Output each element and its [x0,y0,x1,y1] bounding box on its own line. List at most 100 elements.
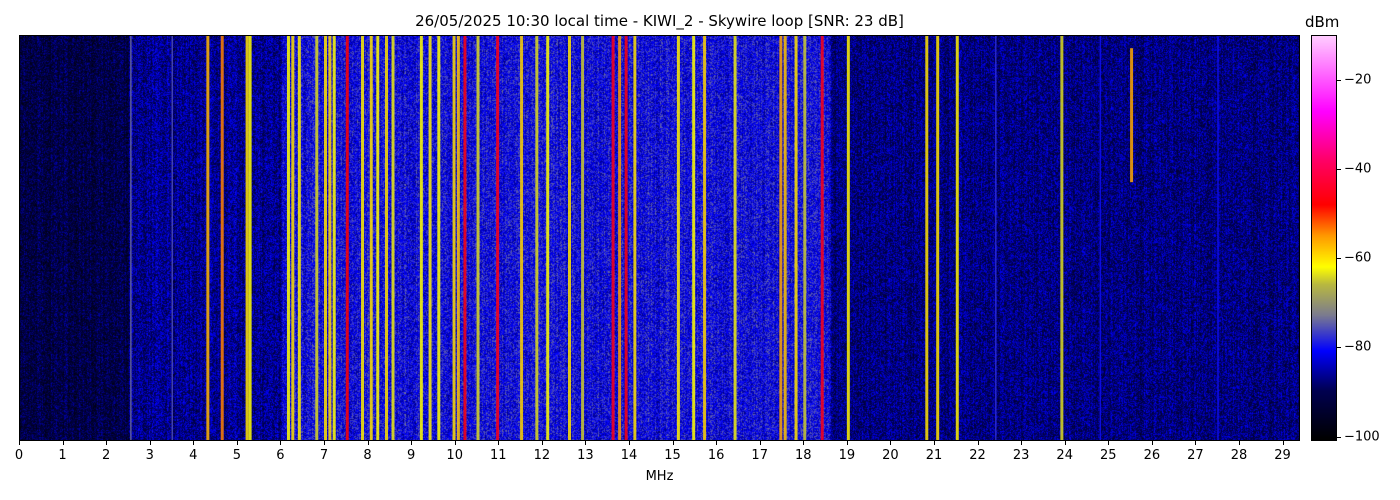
signal-trace-17 [385,36,388,440]
x-tick-label: 14 [620,448,638,463]
x-tick [977,441,979,445]
signal-trace-27 [520,36,524,440]
signal-trace-22 [452,36,456,440]
x-tick-label: 0 [14,448,24,463]
signal-trace-43 [803,36,807,440]
x-tick [236,441,238,445]
signal-trace-44 [820,36,824,440]
signal-trace-1 [171,36,173,440]
x-tick [672,441,674,445]
x-tick-label: 6 [276,448,285,463]
colorbar-tick [1337,168,1341,170]
signal-trace-20 [428,36,432,440]
signal-trace-45 [846,36,850,440]
x-tick-label: 2 [102,448,111,463]
x-tick [1064,441,1066,445]
colorbar-tick [1337,436,1341,438]
x-tick [1021,441,1023,445]
signal-trace-23 [456,36,460,440]
signal-trace-53 [1217,36,1219,440]
x-tick [149,441,151,445]
x-tick [1108,441,1110,445]
signal-trace-37 [692,36,696,440]
x-tick-label: 26 [1143,448,1161,463]
x-tick-label: 13 [577,448,594,463]
x-tick-label: 23 [1012,448,1030,463]
colorbar-tick [1337,79,1341,81]
signal-trace-26 [496,36,500,440]
signal-trace-5 [248,36,252,440]
x-tick-label: 22 [969,448,986,463]
x-tick [498,441,500,445]
x-tick [193,441,195,445]
signal-trace-13 [345,36,349,440]
x-tick-label: 29 [1274,448,1291,463]
x-tick [759,441,761,445]
spectrogram-plot-area [19,35,1300,441]
x-tick [367,441,369,445]
x-tick-label: 25 [1100,448,1117,463]
x-tick-label: 28 [1230,448,1248,463]
signal-trace-32 [611,36,615,440]
signal-trace-31 [581,36,585,440]
signal-trace-39 [733,36,737,440]
signal-trace-11 [328,36,332,440]
signal-trace-2 [206,36,210,440]
signal-trace-25 [476,36,480,440]
x-tick-label: 4 [189,448,198,463]
signal-trace-48 [955,36,959,440]
x-tick [585,441,587,445]
colorbar-tick-label: −100 [1344,429,1380,445]
x-tick [454,441,456,445]
signal-trace-6 [286,36,290,440]
signal-trace-0 [130,36,132,440]
x-tick-label: 20 [882,448,899,463]
signal-trace-15 [369,36,373,440]
x-tick-label: 16 [707,448,725,463]
x-tick-label: 17 [751,448,768,463]
colorbar-tick [1337,347,1341,349]
x-axis: 0 1 2 3 4 5 6 7 8 9 10 11 12 13 14 15 16 17 18 19 20 21 22 23 24… [15,441,1300,471]
signal-trace-35 [633,36,637,440]
x-tick [934,441,935,445]
signal-trace-38 [703,36,707,440]
x-tick [541,441,543,445]
signal-trace-41 [783,36,787,440]
signal-trace-21 [437,36,441,440]
signal-trace-46 [925,36,929,440]
x-tick [106,441,108,445]
signal-trace-47 [936,36,940,440]
x-tick-label: 15 [664,448,681,463]
signal-trace-50 [1060,36,1064,440]
x-tick [280,441,282,445]
x-tick-label: 27 [1187,448,1204,463]
x-tick-label: 18 [795,448,812,463]
signal-trace-28 [535,36,539,440]
signal-trace-49 [995,36,997,440]
x-tick [411,441,413,445]
signal-trace-4 [245,36,249,440]
colorbar-tick-label: −40 [1344,161,1372,177]
colorbar-tick-label: −80 [1344,339,1372,355]
x-tick [846,441,848,445]
x-tick [716,441,718,445]
signal-trace-3 [220,36,224,440]
signal-trace-51 [1099,36,1102,440]
x-tick [1151,441,1153,445]
signal-trace-19 [419,36,423,440]
x-tick-label: 9 [407,448,416,463]
x-tick-label: 11 [490,448,507,463]
x-tick [890,441,892,445]
x-tick [324,441,325,445]
x-tick [1239,441,1240,445]
signal-trace-30 [568,36,571,440]
x-tick-label: 8 [363,448,372,463]
signal-trace-29 [546,36,550,440]
x-axis-label: MHz [645,469,674,484]
signal-trace-14 [361,36,365,440]
signal-trace-7 [291,36,295,440]
colorbar-tick [1337,258,1341,260]
chart-title: 26/05/2025 10:30 local time - KIWI_2 - S… [415,12,904,30]
colorbar [1311,35,1337,441]
